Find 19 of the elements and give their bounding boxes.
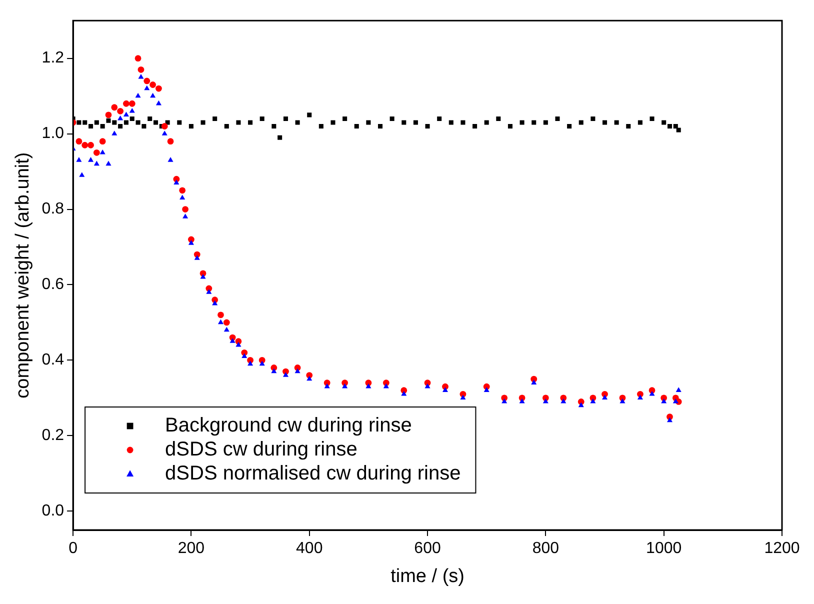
x-tick-label: 0 <box>68 540 78 558</box>
x-tick-label: 200 <box>178 540 205 558</box>
x-tick-label: 600 <box>414 540 441 558</box>
y-tick-label: 0.6 <box>42 276 64 294</box>
x-tick-label: 1200 <box>764 540 800 558</box>
x-tick-label: 400 <box>296 540 323 558</box>
y-tick-label: 0.0 <box>42 502 64 520</box>
y-tick-label: 0.4 <box>42 352 64 369</box>
y-tick-label: 1.2 <box>42 50 64 67</box>
legend-label: Background cw during rinse <box>165 414 412 437</box>
x-axis-title: time / (s) <box>390 566 464 587</box>
legend-label: dSDS cw during rinse <box>165 438 358 461</box>
y-tick-label: 0.2 <box>42 427 64 444</box>
legend-label: dSDS normalised cw during rinse <box>165 462 461 485</box>
y-tick-label: 1.0 <box>42 125 64 142</box>
y-tick-label: 0.8 <box>42 200 64 218</box>
x-tick-label: 1000 <box>646 540 682 558</box>
y-axis-title: component weight / (arb.unit) <box>12 152 34 398</box>
x-tick-label: 800 <box>532 540 560 558</box>
